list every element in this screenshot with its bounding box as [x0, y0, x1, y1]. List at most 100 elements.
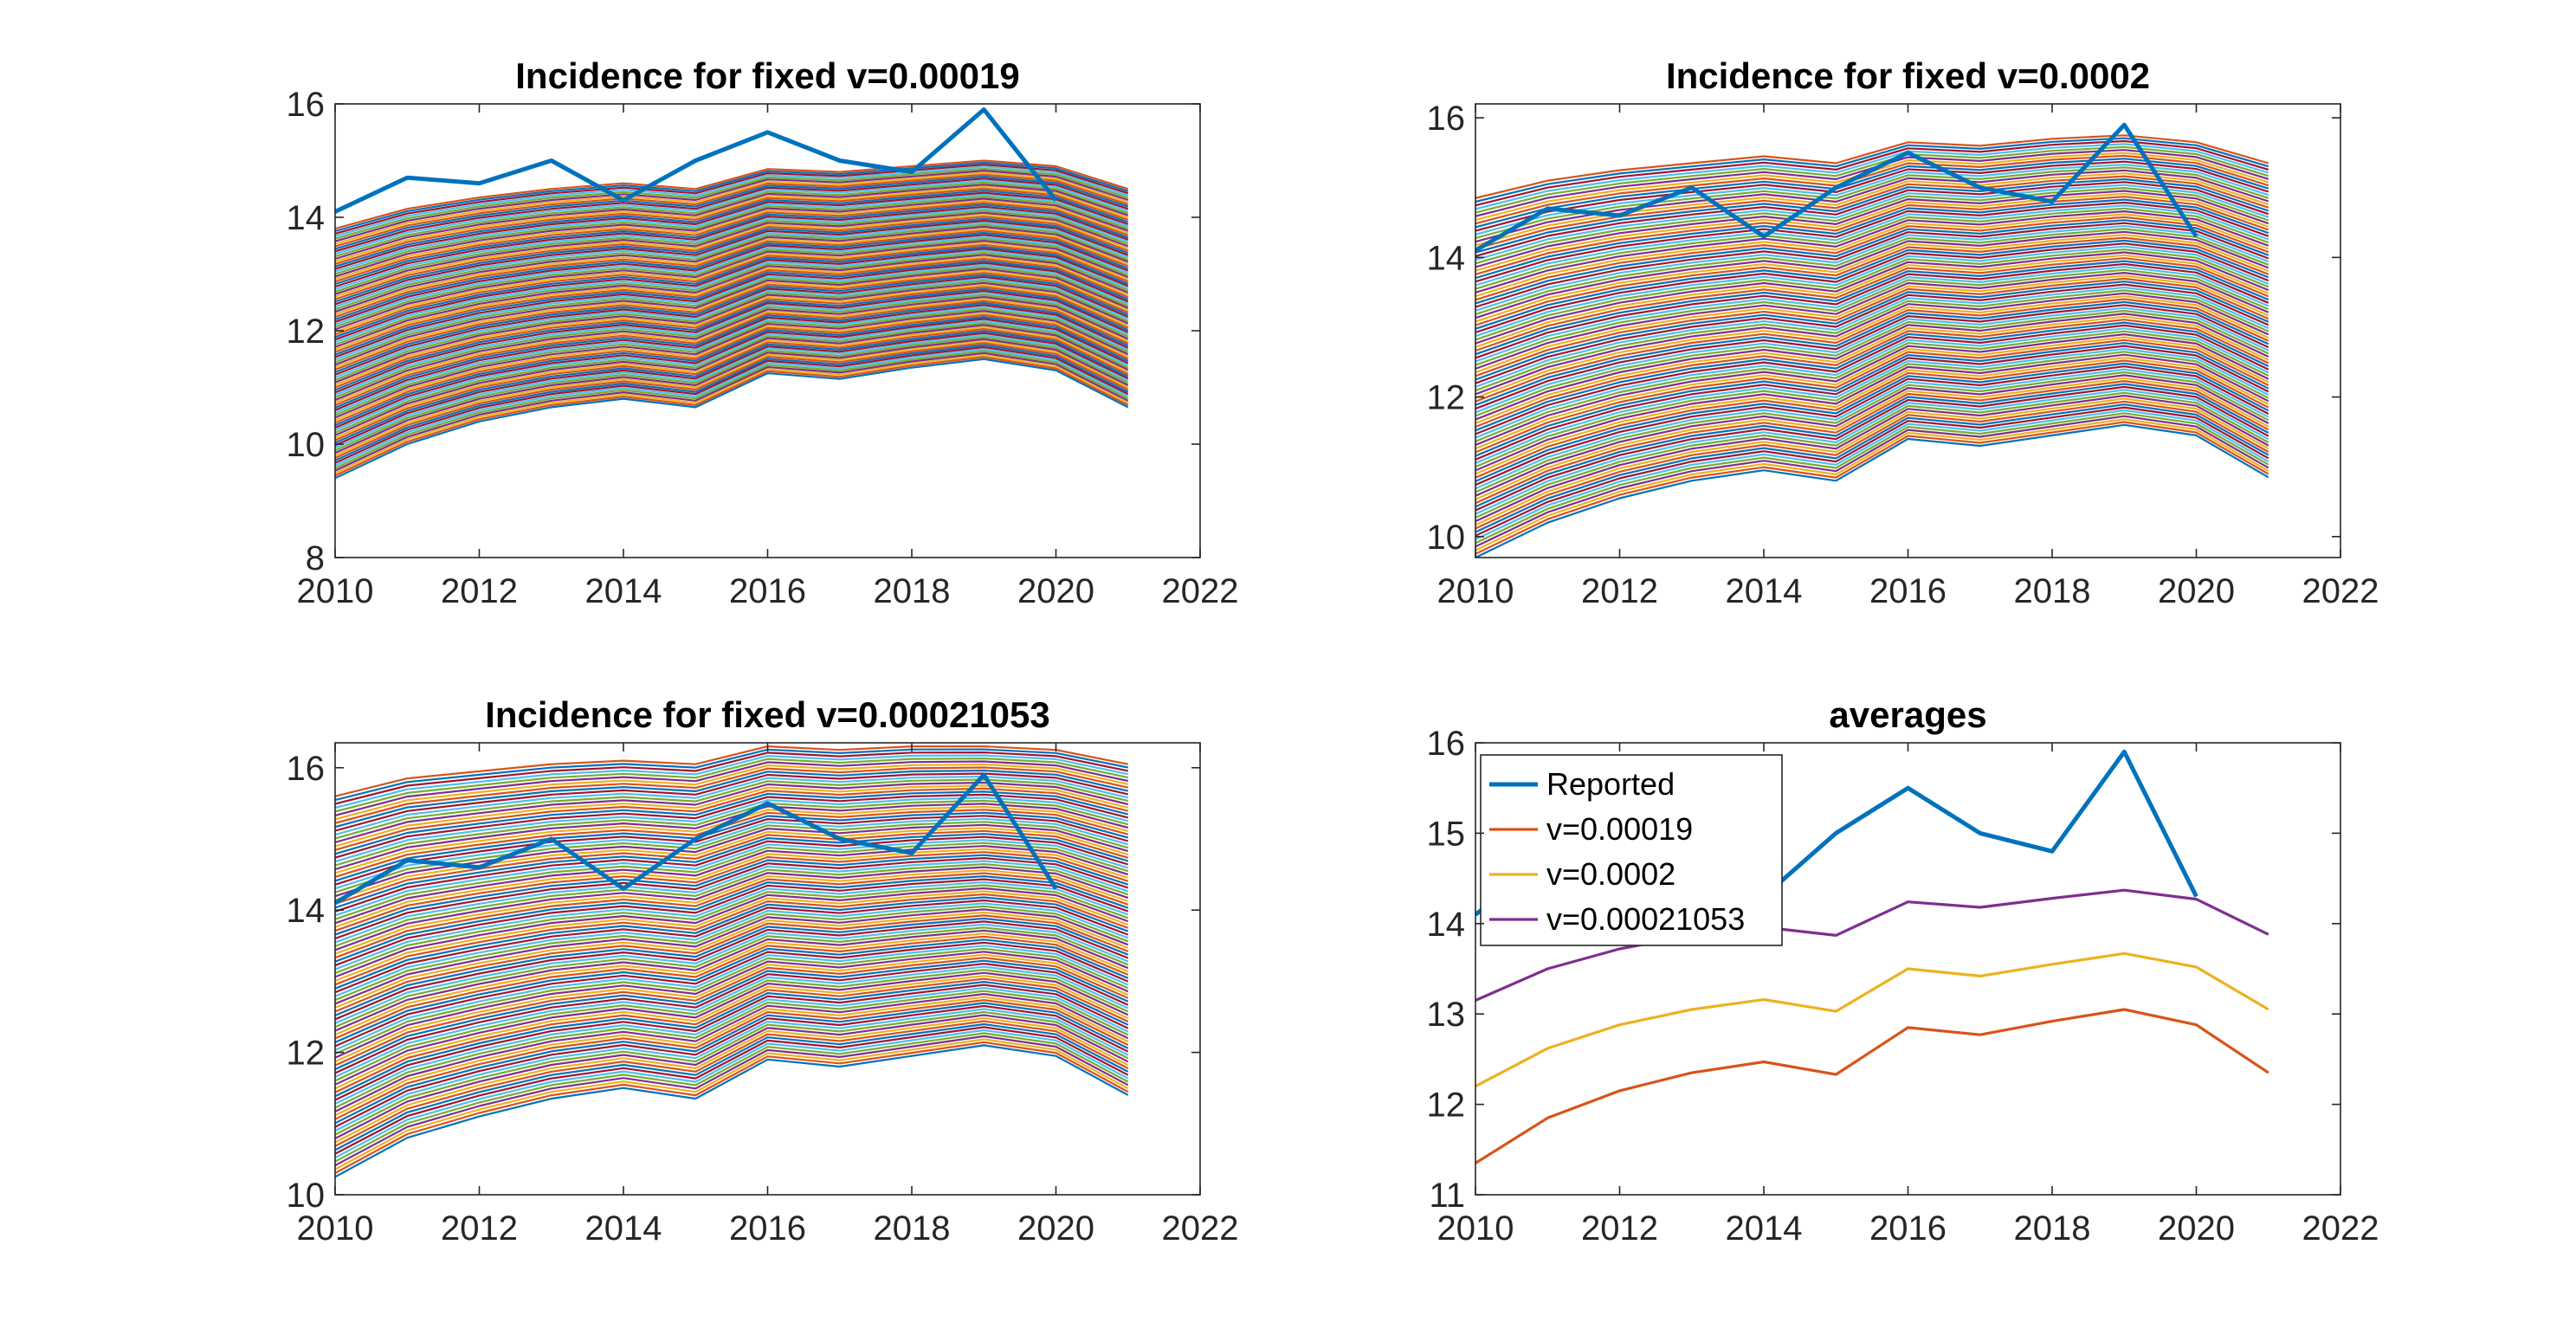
ensemble-line: [335, 228, 1129, 316]
x-tick-label: 2010: [1437, 572, 1514, 610]
x-tick-label: 2022: [2302, 572, 2379, 610]
ensemble-line: [1475, 169, 2269, 243]
ensemble-line: [1475, 154, 2269, 225]
y-tick-label: 13: [1427, 996, 1466, 1034]
ensemble-line: [335, 784, 1129, 848]
chart-panel-4: Reported v=0.00019 v=0.0002 v=0.00021053 201…: [1427, 694, 2379, 1248]
x-tick-label: 2012: [441, 1209, 518, 1248]
ensemble-line: [335, 996, 1129, 1117]
ensemble-line: [1475, 160, 2269, 232]
ensemble-line: [335, 205, 1129, 288]
x-tick-label: 2016: [1869, 1209, 1947, 1248]
ensemble-line: [335, 304, 1129, 411]
ensemble-line: [1475, 164, 2269, 235]
ensemble-line: [335, 248, 1129, 341]
ensemble-line: [335, 845, 1129, 925]
ensemble-line: [335, 289, 1129, 394]
ensemble-line: [335, 356, 1129, 477]
ensemble-line: [1475, 184, 2269, 261]
ensemble-line: [335, 316, 1129, 427]
ensemble-line: [335, 760, 1129, 816]
ensemble-line: [335, 301, 1129, 409]
ensemble-line: [335, 758, 1129, 813]
ensemble-line: [1475, 295, 2269, 399]
x-tick-label: 2022: [1162, 1209, 1239, 1248]
ensemble-line: [1475, 423, 2269, 558]
ensemble-line: [335, 175, 1129, 250]
ensemble-line: [1475, 254, 2269, 348]
ensemble-line: [335, 164, 1129, 235]
ensemble-line: [335, 312, 1129, 422]
ensemble-line: [1475, 313, 2269, 421]
ensemble-line: [1475, 394, 2269, 523]
y-tick-label: 10: [287, 426, 326, 464]
ensemble-line: [335, 745, 1129, 797]
ensemble-line: [1475, 266, 2269, 363]
x-tick-label: 2022: [2302, 1209, 2379, 1248]
ensemble-line: [335, 170, 1129, 242]
ensemble-line: [335, 298, 1129, 404]
ensemble-line: [335, 246, 1129, 339]
ensemble-line: [1475, 196, 2269, 275]
x-tick-label: 2016: [729, 572, 806, 610]
ensemble-line: [335, 268, 1129, 366]
ensemble-line: [335, 307, 1129, 416]
ensemble-line: [335, 231, 1129, 320]
ensemble-line: [1475, 309, 2269, 417]
ensemble-line: [1475, 230, 2269, 319]
ensemble-line: [335, 835, 1129, 913]
ensemble-line: [335, 257, 1129, 353]
ensemble-line: [335, 193, 1129, 273]
ensemble-line: [335, 975, 1129, 1090]
ensemble-line: [335, 222, 1129, 308]
y-tick-label: 16: [1427, 100, 1466, 138]
y-tick-label: 11: [1429, 1177, 1465, 1215]
ensemble-line: [1475, 190, 2269, 268]
ensemble-line: [335, 911, 1129, 1009]
ensemble-line: [1475, 380, 2269, 505]
ensemble-line: [335, 280, 1129, 381]
ensemble-line: [335, 851, 1129, 932]
ensemble-line: [1475, 134, 2269, 199]
ensemble-line: [335, 223, 1129, 311]
ensemble-line: [1475, 216, 2269, 301]
chart-title: Incidence for fixed v=0.0002: [1666, 55, 2150, 96]
x-tick-label: 2010: [297, 1209, 374, 1248]
ensemble-line: [335, 344, 1129, 461]
ensemble-line: [1475, 333, 2269, 447]
ensemble-line: [335, 318, 1129, 429]
ensemble-line: [1475, 166, 2269, 240]
ensemble-line: [335, 185, 1129, 262]
y-tick-label: 15: [1427, 815, 1466, 853]
ensemble-line: [335, 350, 1129, 469]
x-tick-label: 2018: [874, 572, 951, 610]
ensemble-line: [1475, 365, 2269, 487]
ensemble-line: [1475, 262, 2269, 359]
ensemble-line: [335, 1010, 1129, 1136]
ensemble-line: [335, 300, 1129, 406]
legend: Reported v=0.00019 v=0.0002 v=0.00021053: [1480, 754, 1783, 946]
ensemble-line: [1475, 418, 2269, 551]
ensemble-line: [1475, 415, 2269, 548]
ensemble-line: [1475, 400, 2269, 530]
ensemble-line: [335, 1020, 1129, 1147]
ensemble-line: [1475, 158, 2269, 229]
chart-panel-2: 2010 2012 2014 2016 2018 2020 2022 10 12 14 16 Inci…: [1427, 55, 2379, 610]
ensemble-line: [335, 342, 1129, 460]
y-tick-label: 16: [1427, 725, 1466, 763]
x-tick-label: 2014: [1726, 1209, 1803, 1248]
x-tick-label: 2014: [585, 572, 662, 610]
ensemble-line: [335, 159, 1129, 230]
ensemble-line: [1475, 353, 2269, 472]
ensemble-line: [335, 914, 1129, 1013]
ensemble-line: [335, 351, 1129, 472]
ensemble-line: [335, 799, 1129, 867]
ensemble-line: [335, 225, 1129, 313]
ensemble-line: [335, 815, 1129, 886]
ensemble-line: [335, 1014, 1129, 1139]
ensemble-line: [335, 345, 1129, 464]
series-line-v-0-00021053: [1475, 888, 2269, 1002]
ensemble-line: [1475, 359, 2269, 479]
ensemble-line: [335, 869, 1129, 955]
ensemble-line: [1475, 145, 2269, 214]
